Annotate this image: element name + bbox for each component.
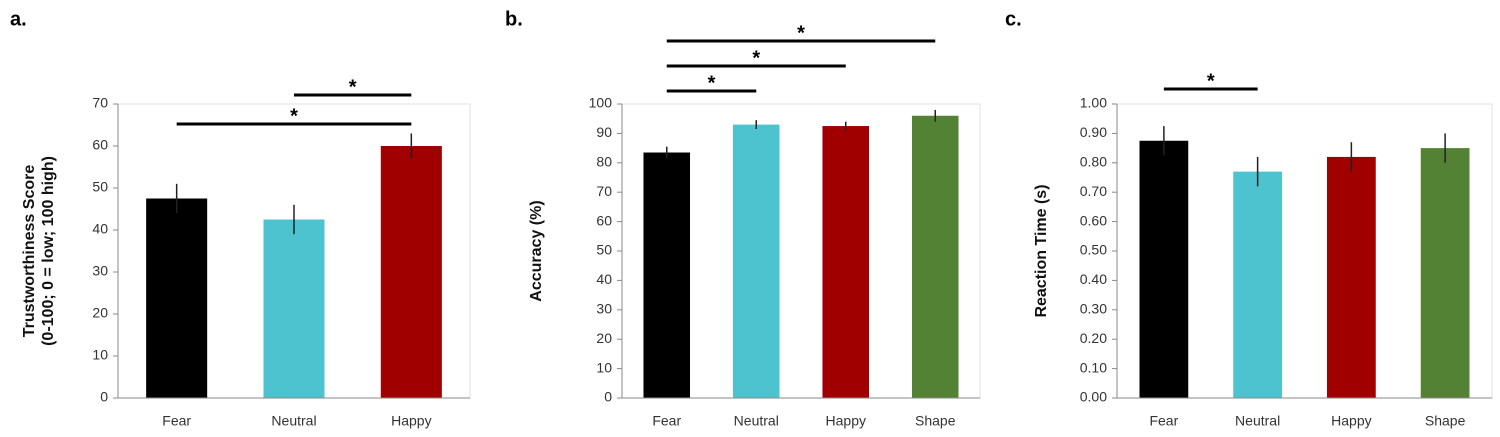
y-tick-label: 70 bbox=[92, 95, 108, 111]
x-tick-label: Neutral bbox=[271, 413, 316, 429]
y-tick-label: 0.20 bbox=[1080, 330, 1107, 346]
y-tick-label: 0 bbox=[100, 389, 108, 405]
y-tick-label: 0.70 bbox=[1080, 183, 1107, 199]
panel-label: a. bbox=[10, 8, 27, 30]
y-tick-label: 80 bbox=[596, 154, 612, 170]
y-tick-label: 30 bbox=[92, 263, 108, 279]
y-tick-label: 0 bbox=[604, 389, 612, 405]
y-axis-title: Accuracy (%) bbox=[528, 200, 545, 301]
significance-star: * bbox=[708, 72, 716, 94]
x-tick-label: Fear bbox=[652, 413, 681, 429]
y-tick-label: 40 bbox=[92, 221, 108, 237]
bar bbox=[146, 198, 208, 398]
x-tick-label: Neutral bbox=[1235, 413, 1280, 429]
x-tick-label: Fear bbox=[1149, 413, 1178, 429]
significance-star: * bbox=[752, 47, 760, 69]
bar bbox=[1233, 171, 1282, 398]
y-tick-label: 30 bbox=[596, 301, 612, 317]
y-tick-label: 60 bbox=[596, 212, 612, 228]
y-tick-label: 10 bbox=[92, 347, 108, 363]
significance-star: * bbox=[290, 105, 298, 127]
y-tick-label: 10 bbox=[596, 359, 612, 375]
panel-label: c. bbox=[1005, 8, 1022, 30]
bar bbox=[380, 146, 442, 398]
y-tick-label: 70 bbox=[596, 183, 612, 199]
bar bbox=[822, 126, 870, 399]
y-tick-label: 60 bbox=[92, 137, 108, 153]
y-tick-label: 100 bbox=[589, 95, 613, 111]
bar bbox=[732, 124, 780, 398]
x-tick-label: Shape bbox=[915, 413, 956, 429]
y-tick-label: 90 bbox=[596, 124, 612, 140]
y-tick-label: 0.50 bbox=[1080, 242, 1107, 258]
y-tick-label: 0.30 bbox=[1080, 301, 1107, 317]
y-tick-label: 0.60 bbox=[1080, 212, 1107, 228]
bar bbox=[911, 115, 959, 398]
y-axis-title: Trustworthiness Score bbox=[21, 165, 38, 338]
x-tick-label: Neutral bbox=[734, 413, 779, 429]
y-axis-title: (0-100; 0 = low; 100 high) bbox=[40, 156, 57, 346]
y-tick-label: 0.90 bbox=[1080, 124, 1107, 140]
y-tick-label: 40 bbox=[596, 271, 612, 287]
y-tick-label: 0.10 bbox=[1080, 359, 1107, 375]
bar bbox=[1420, 148, 1470, 398]
bar bbox=[643, 152, 691, 398]
y-axis-title: Reaction Time (s) bbox=[1033, 184, 1050, 317]
y-tick-label: 0.40 bbox=[1080, 271, 1107, 287]
y-tick-label: 50 bbox=[92, 179, 108, 195]
y-tick-label: 50 bbox=[596, 242, 612, 258]
panel-label: b. bbox=[505, 8, 523, 30]
significance-star: * bbox=[1207, 70, 1215, 92]
y-tick-label: 0.00 bbox=[1080, 389, 1107, 405]
bar bbox=[1327, 156, 1376, 398]
bar bbox=[263, 219, 325, 398]
x-tick-label: Happy bbox=[391, 413, 431, 429]
x-tick-label: Shape bbox=[1425, 413, 1466, 429]
y-tick-label: 20 bbox=[596, 330, 612, 346]
y-tick-label: 1.00 bbox=[1080, 95, 1107, 111]
x-tick-label: Happy bbox=[1331, 413, 1371, 429]
bar bbox=[1139, 140, 1189, 398]
x-tick-label: Happy bbox=[826, 413, 866, 429]
x-tick-label: Fear bbox=[162, 413, 191, 429]
significance-star: * bbox=[797, 22, 805, 44]
y-tick-label: 0.80 bbox=[1080, 154, 1107, 170]
y-tick-label: 20 bbox=[92, 305, 108, 321]
significance-star: * bbox=[349, 76, 357, 98]
